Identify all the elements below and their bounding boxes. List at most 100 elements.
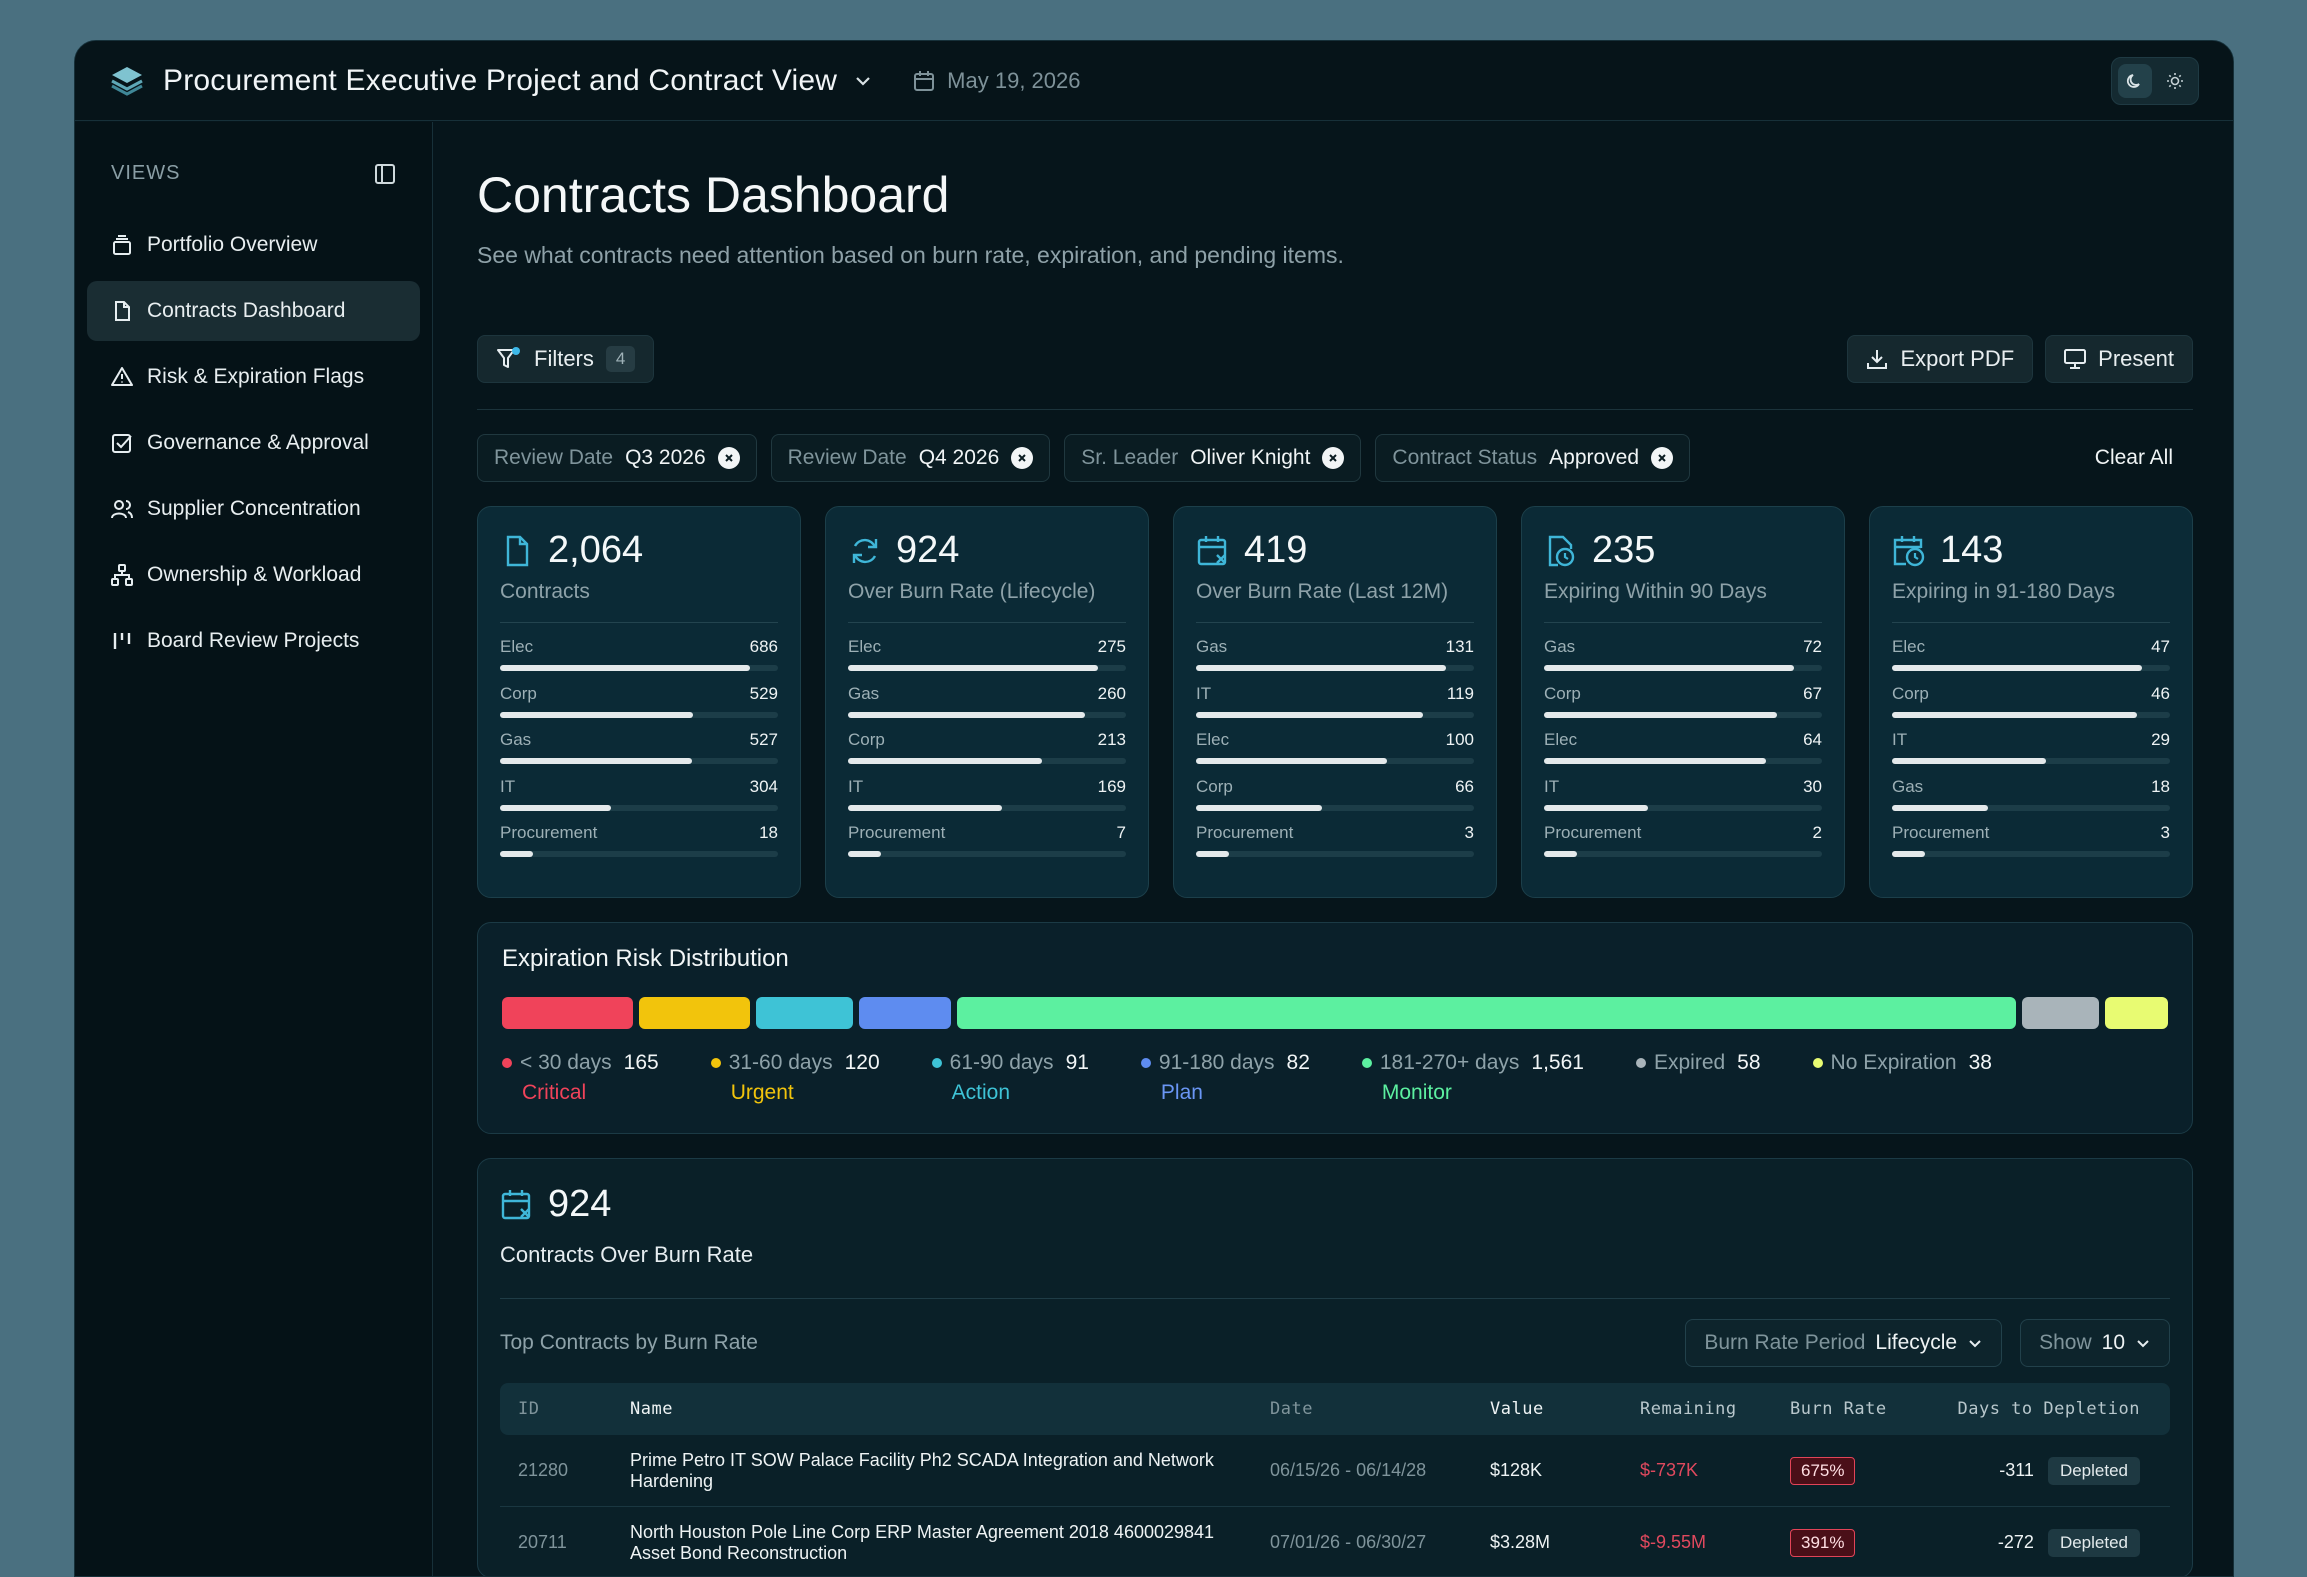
dark-mode-button[interactable] <box>2118 63 2152 98</box>
legend-item[interactable]: < 30 days 165 Critical <box>502 1051 659 1105</box>
show-count-select[interactable]: Show 10 <box>2020 1319 2170 1367</box>
legend-item[interactable]: Expired 58 <box>1635 1051 1761 1105</box>
col-remaining[interactable]: Remaining <box>1640 1399 1737 1419</box>
legend-item[interactable]: No Expiration 38 <box>1812 1051 1992 1105</box>
breakdown-category: Corp <box>1544 683 1581 703</box>
breakdown-bar <box>1196 851 1230 857</box>
legend-item[interactable]: 91-180 days 82 Plan <box>1140 1051 1310 1105</box>
col-id[interactable]: ID <box>518 1399 540 1419</box>
table-row[interactable]: 21280 Prime Petro IT SOW Palace Facility… <box>500 1435 2170 1507</box>
breakdown-bar-track <box>500 758 778 764</box>
export-pdf-label: Export PDF <box>1900 346 2015 371</box>
breakdown-bar-track <box>1544 711 1822 718</box>
kpi-card-over-burn-12m[interactable]: 419 Over Burn Rate (Last 12M) Gas 131 IT 11… <box>1173 506 1497 898</box>
col-name[interactable]: Name <box>630 1398 673 1419</box>
breakdown-value: 30 <box>1803 776 1822 796</box>
chevron-down-icon[interactable] <box>853 71 873 91</box>
breakdown-bar <box>1544 851 1578 857</box>
col-value[interactable]: Value <box>1490 1399 1544 1419</box>
breakdown-bar-track <box>1196 804 1474 811</box>
burn-period-select[interactable]: Burn Rate Period Lifecycle <box>1685 1319 2003 1367</box>
expiration-segment[interactable] <box>756 997 854 1029</box>
expiration-segment[interactable] <box>957 997 2016 1029</box>
kpi-label: Expiring Within 90 Days <box>1544 580 1822 623</box>
breakdown-bar-track <box>848 665 1126 671</box>
breakdown-bar <box>1196 665 1447 671</box>
expiration-segment[interactable] <box>859 997 952 1029</box>
sidebar-item-governance[interactable]: Governance & Approval <box>87 413 420 473</box>
breakdown-bar <box>1196 711 1424 718</box>
close-icon[interactable] <box>1651 447 1674 469</box>
sidebar-item-ownership-workload[interactable]: Ownership & Workload <box>87 545 420 605</box>
expiration-segment[interactable] <box>2021 997 2100 1029</box>
sidebar-item-board-review[interactable]: Board Review Projects <box>87 611 420 671</box>
breakdown-bar-track <box>848 711 1126 718</box>
expiration-segment[interactable] <box>638 997 751 1029</box>
clear-all-button[interactable]: Clear All <box>2094 446 2173 469</box>
breakdown-bar-track <box>848 804 1126 811</box>
filter-chip[interactable]: Contract Status Approved <box>1375 434 1691 482</box>
breakdown-bar <box>1892 665 2143 671</box>
legend-dot <box>1812 1058 1823 1068</box>
sidebar-item-supplier-concentration[interactable]: Supplier Concentration <box>87 479 420 539</box>
breakdown-value: 2 <box>1812 823 1822 842</box>
breakdown-bar-track <box>500 804 778 811</box>
kpi-card-contracts[interactable]: 2,064 Contracts Elec 686 Corp 529 Gas 527 IT 30… <box>477 506 801 898</box>
sidebar-item-risk-expiration[interactable]: Risk & Expiration Flags <box>87 347 420 407</box>
chip-value: Q3 2026 <box>625 446 706 469</box>
kpi-breakdown: Gas 72 Corp 67 Elec 64 IT 30 Procurement 2 <box>1544 637 1822 870</box>
breakdown-bar-track <box>1544 665 1822 671</box>
light-mode-button[interactable] <box>2158 64 2192 98</box>
breakdown-value: 131 <box>1445 637 1474 656</box>
close-icon[interactable] <box>717 447 740 469</box>
expiration-distribution-bar <box>502 997 2168 1029</box>
breakdown-value: 29 <box>2151 730 2170 749</box>
breakdown-row: Elec 100 <box>1196 730 1474 777</box>
legend-tier: Action <box>951 1081 1011 1104</box>
breakdown-row: Procurement 18 <box>500 823 778 870</box>
theme-toggle[interactable] <box>2111 56 2199 105</box>
legend-item[interactable]: 31-60 days 120 Urgent <box>710 1051 880 1105</box>
sidebar-collapse-icon[interactable] <box>374 163 396 185</box>
col-days-to-depletion[interactable]: Days to Depletion <box>1957 1399 2140 1419</box>
legend-item[interactable]: 61-90 days 91 Action <box>931 1051 1089 1105</box>
title-bar: Procurement Executive Project and Contra… <box>75 41 2233 121</box>
filter-chip[interactable]: Review Date Q3 2026 <box>477 434 757 482</box>
kpi-card-expiring-91-180[interactable]: 143 Expiring in 91-180 Days Elec 47 Corp 46… <box>1869 506 2193 898</box>
sidebar-item-contracts-dashboard[interactable]: Contracts Dashboard <box>87 281 420 341</box>
breakdown-row: Elec 275 <box>848 637 1126 684</box>
breakdown-category: Gas <box>1196 637 1228 656</box>
layers-logo-icon <box>111 66 143 96</box>
table-row[interactable]: 20711 North Houston Pole Line Corp ERP M… <box>500 1507 2170 1576</box>
legend-count: 58 <box>1737 1051 1761 1074</box>
breakdown-value: 64 <box>1803 730 1822 749</box>
breakdown-row: Procurement 7 <box>848 823 1126 870</box>
filter-chip[interactable]: Sr. Leader Oliver Knight <box>1064 434 1362 482</box>
close-icon[interactable] <box>1322 447 1345 469</box>
legend-item[interactable]: 181-270+ days 1,561 Monitor <box>1361 1051 1584 1105</box>
col-burn-rate[interactable]: Burn Rate <box>1790 1399 1887 1419</box>
col-date[interactable]: Date <box>1270 1399 1313 1419</box>
kpi-value: 143 <box>1940 529 2004 571</box>
expiration-segment[interactable] <box>2105 997 2168 1029</box>
filter-icon <box>497 347 520 368</box>
breakdown-category: IT <box>848 776 864 796</box>
present-button[interactable]: Present <box>2045 335 2193 383</box>
export-pdf-button[interactable]: Export PDF <box>1847 335 2034 383</box>
filters-button[interactable]: Filters 4 <box>477 335 655 383</box>
kpi-card-expiring-90[interactable]: 235 Expiring Within 90 Days Gas 72 Corp 67 E… <box>1521 506 1845 898</box>
filter-chip[interactable]: Review Date Q4 2026 <box>770 434 1051 482</box>
expiration-segment[interactable] <box>502 997 633 1029</box>
breakdown-bar <box>1544 665 1795 671</box>
sidebar-item-label: Board Review Projects <box>147 629 360 652</box>
breakdown-row: IT 30 <box>1544 777 1822 824</box>
breakdown-row: Procurement 2 <box>1544 823 1822 870</box>
kpi-card-over-burn-lifecycle[interactable]: 924 Over Burn Rate (Lifecycle) Elec 275 Ga… <box>825 506 1149 898</box>
app-title[interactable]: Procurement Executive Project and Contra… <box>163 63 838 97</box>
close-icon[interactable] <box>1011 447 1034 469</box>
breakdown-bar-track <box>1544 758 1822 764</box>
refresh-icon <box>852 538 878 563</box>
expiration-risk-panel: Expiration Risk Distribution < 30 days 16… <box>477 922 2193 1134</box>
sidebar-item-portfolio-overview[interactable]: Portfolio Overview <box>87 215 420 275</box>
breakdown-bar <box>500 665 751 671</box>
